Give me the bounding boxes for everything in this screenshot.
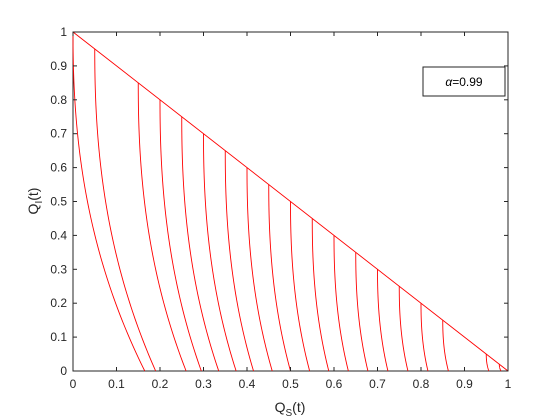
x-tick-label: 0.3 bbox=[195, 377, 212, 391]
series-line-5 bbox=[181, 116, 220, 372]
svg-text:α=0.99: α=0.99 bbox=[445, 75, 483, 89]
curves-group bbox=[72, 32, 502, 372]
series-line-16 bbox=[420, 303, 429, 372]
y-tick-label: 0.8 bbox=[50, 93, 67, 107]
x-tick-label: 0.8 bbox=[413, 377, 430, 391]
y-tick-label: 0.9 bbox=[50, 59, 67, 73]
y-tick-label: 0.6 bbox=[50, 161, 67, 175]
y-tick-label: 0.2 bbox=[50, 296, 67, 310]
series-line-12 bbox=[333, 235, 349, 372]
y-tick-label: 1 bbox=[60, 25, 67, 39]
y-tick-label: 0.4 bbox=[50, 228, 67, 242]
series-line-6 bbox=[203, 133, 237, 372]
annotation-box: α=0.99 bbox=[422, 66, 506, 97]
x-axis-title: QS(t) bbox=[275, 399, 306, 419]
y-tick-label: 0.1 bbox=[50, 330, 67, 344]
x-tick-label: 1 bbox=[505, 377, 512, 391]
x-tick-label: 0.2 bbox=[152, 377, 169, 391]
series-line-8 bbox=[246, 167, 273, 372]
alpha-symbol: α bbox=[445, 75, 453, 89]
y-tick-label: 0.7 bbox=[50, 127, 67, 141]
y-axis-title-tail: (t) bbox=[25, 188, 41, 201]
x-axis-title-main: Q bbox=[275, 399, 286, 415]
y-tick-label: 0.5 bbox=[50, 195, 67, 209]
alpha-value: =0.99 bbox=[452, 75, 483, 89]
series-line-14 bbox=[377, 269, 389, 372]
series-line-18 bbox=[485, 354, 490, 372]
series-line-1 bbox=[72, 32, 146, 372]
y-tick-label: 0.3 bbox=[50, 262, 67, 276]
series-line-7 bbox=[224, 150, 254, 372]
x-tick-label: 0.7 bbox=[369, 377, 386, 391]
boundary-group bbox=[72, 31, 509, 372]
x-tick-label: 0.1 bbox=[108, 377, 125, 391]
series-line-13 bbox=[355, 252, 369, 372]
y-axis-title: QI(t) bbox=[25, 188, 45, 215]
x-tick-label: 0.9 bbox=[456, 377, 473, 391]
series-line-17 bbox=[442, 320, 449, 372]
series-line-3 bbox=[137, 82, 187, 372]
series-line-10 bbox=[290, 201, 311, 372]
series-line-2 bbox=[94, 48, 157, 372]
x-tick-label: 0.6 bbox=[326, 377, 343, 391]
series-line-11 bbox=[311, 218, 330, 372]
series-line-4 bbox=[159, 99, 202, 372]
series-line-19 bbox=[498, 364, 502, 372]
x-tick-label: 0 bbox=[70, 377, 77, 391]
x-axis-title-sub: S bbox=[286, 408, 293, 419]
x-ticks: 0 0.1 0.2 0.3 0.4 0.5 0.6 0.7 0.8 0.9 1 bbox=[70, 32, 512, 391]
y-axis-title-sub: I bbox=[34, 201, 45, 204]
series-line-9 bbox=[268, 184, 291, 372]
series-line-15 bbox=[398, 286, 409, 372]
x-axis-title-tail: (t) bbox=[292, 399, 305, 415]
x-tick-label: 0.5 bbox=[282, 377, 299, 391]
y-ticks: 0 0.1 0.2 0.3 0.4 0.5 0.6 0.7 0.8 0.9 1 bbox=[50, 25, 508, 378]
x-tick-label: 0.4 bbox=[239, 377, 256, 391]
y-axis-title-main: Q bbox=[25, 203, 41, 214]
boundary-line bbox=[72, 31, 509, 372]
y-tick-label: 0 bbox=[60, 364, 67, 378]
